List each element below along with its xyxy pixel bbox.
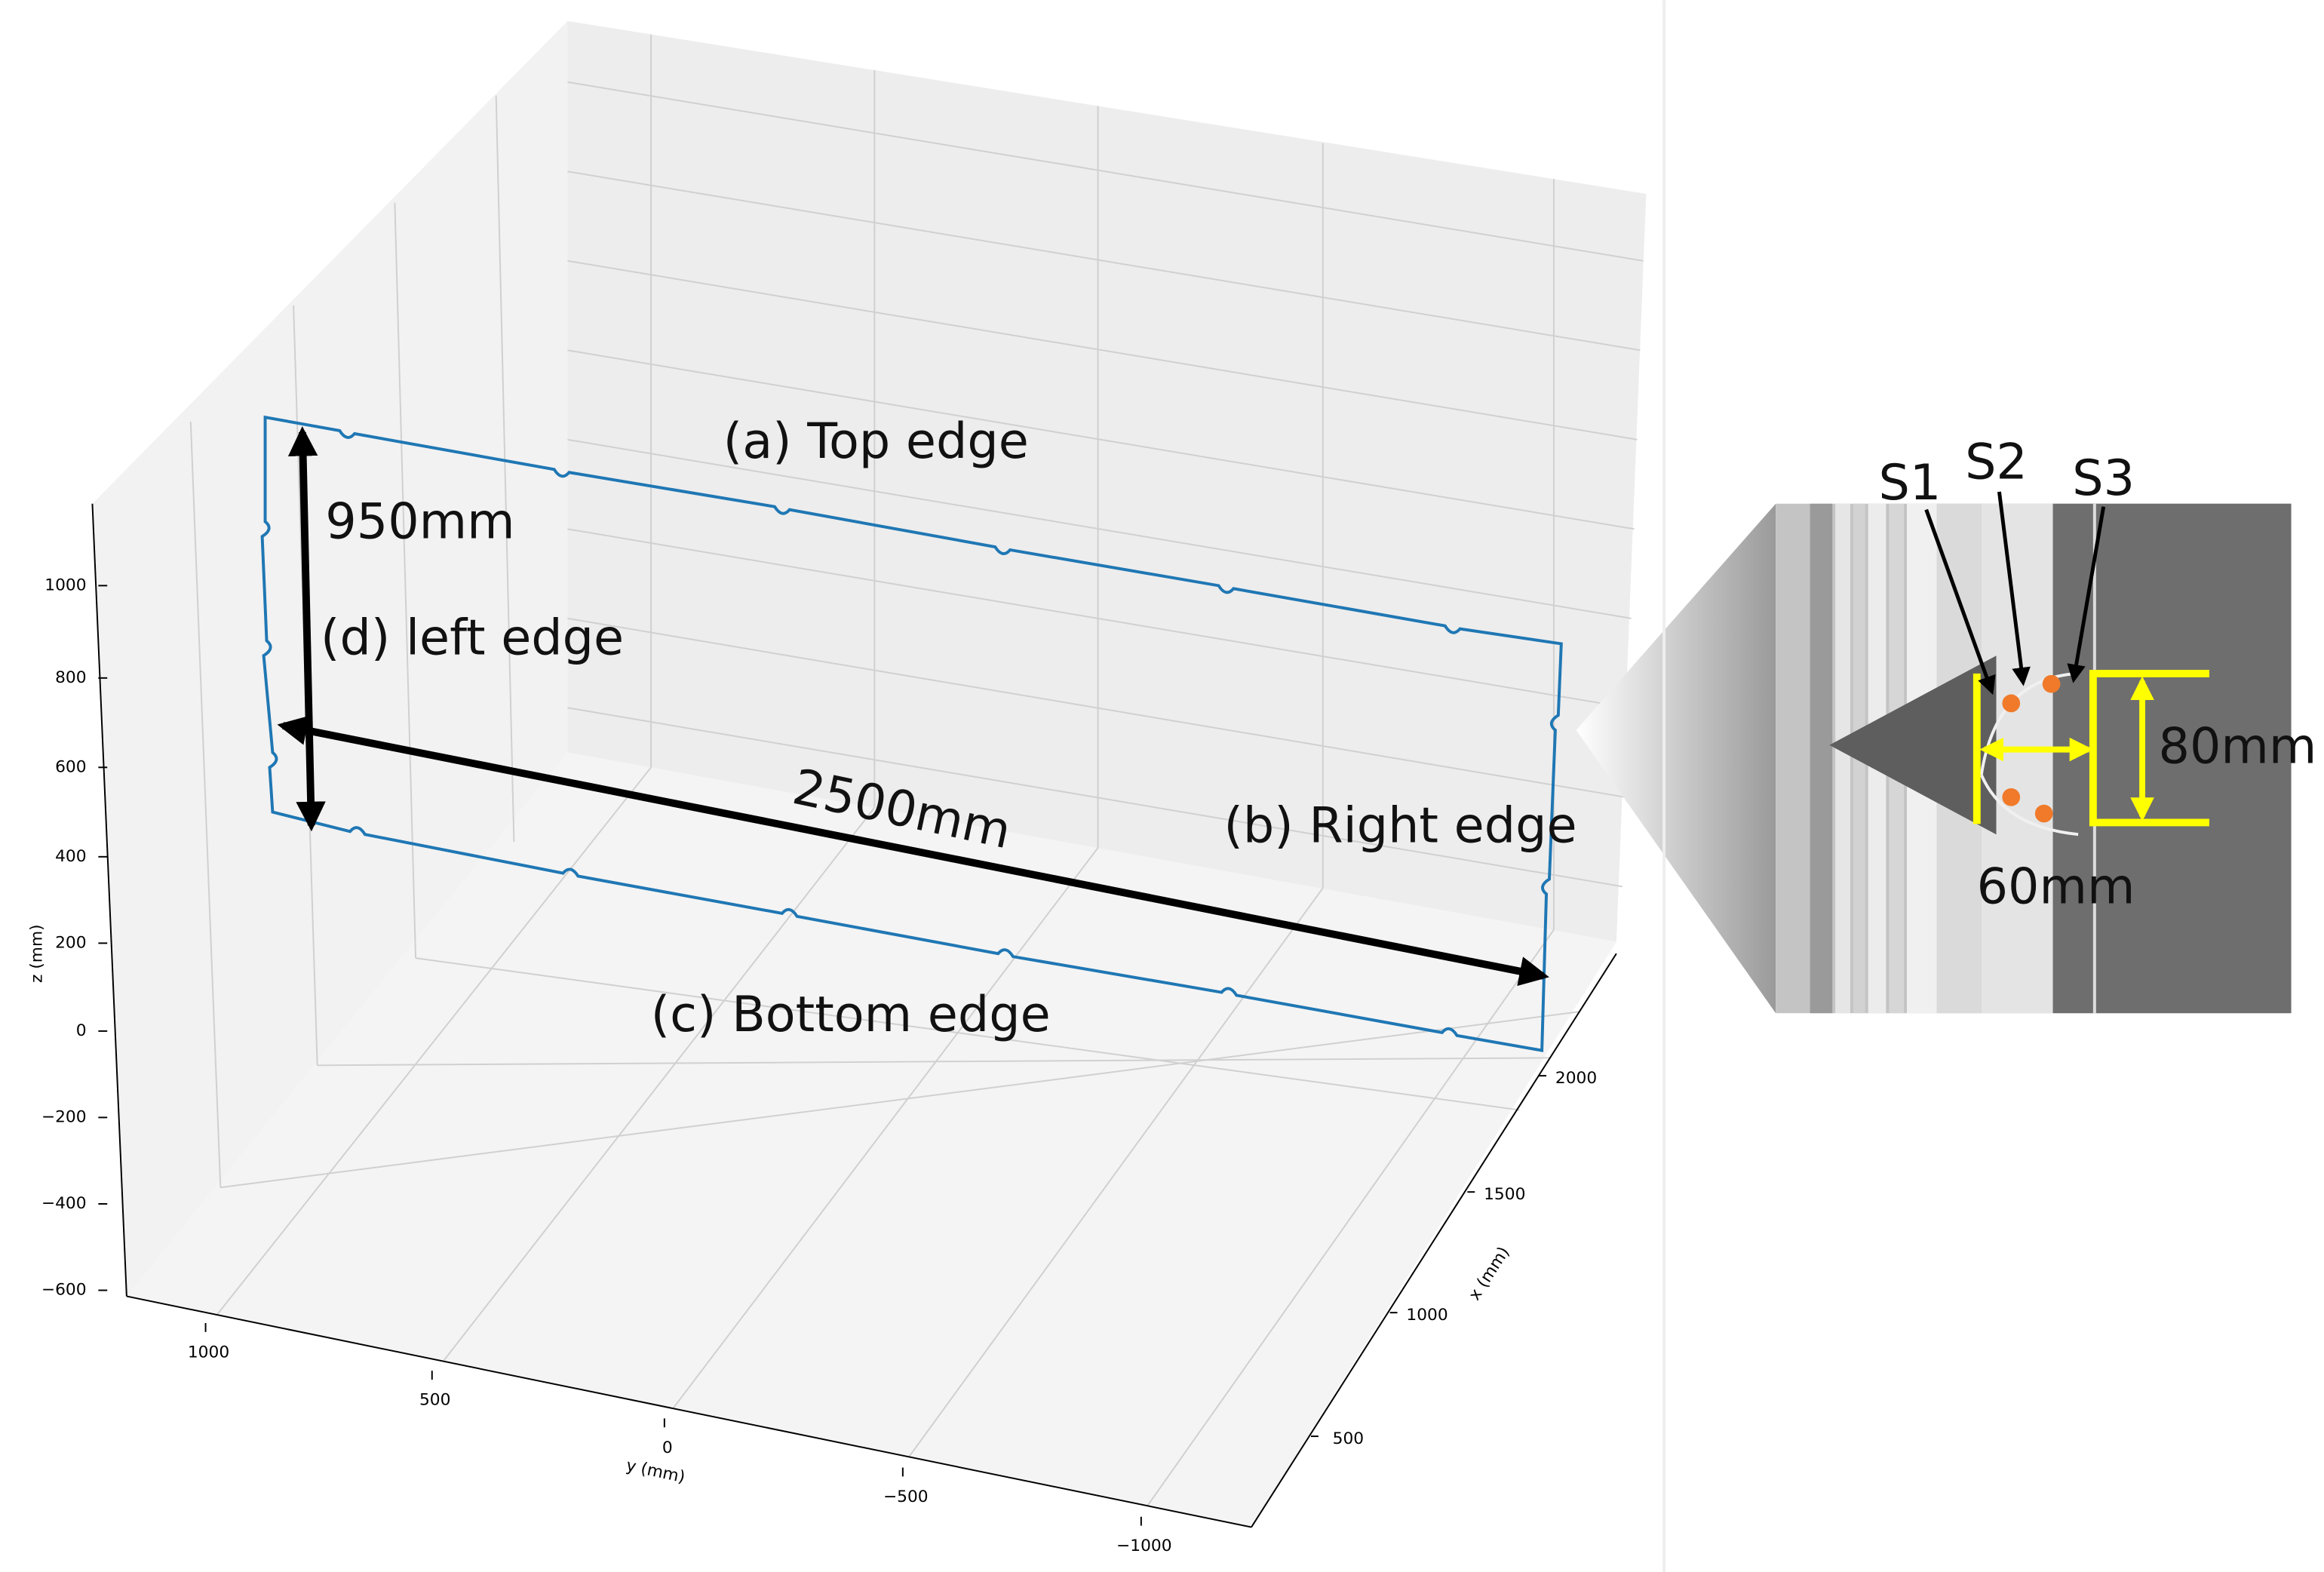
y-axis-label: y (mm) [625, 1457, 687, 1488]
z-tick-label: 600 [55, 757, 86, 776]
x-tick-label: 1500 [1484, 1185, 1525, 1204]
z-tick-label: 200 [55, 933, 86, 952]
z-tick-label: −600 [41, 1281, 87, 1300]
x-tick-label: 2000 [1555, 1069, 1597, 1088]
x-tick-label: 500 [1333, 1429, 1364, 1448]
x-tick-label: 1000 [1406, 1306, 1448, 1325]
sensor-label: S3 [2072, 450, 2135, 507]
inset: S1 S2 S3 80mm 60mm [1776, 434, 2317, 1014]
grid [189, 34, 1644, 1507]
pane-back [567, 20, 1647, 942]
pane-left [92, 20, 568, 1297]
y-tick-label: 500 [419, 1391, 450, 1410]
panel-outline [260, 415, 1563, 1052]
plot-3d: z (mm) y (mm) x (mm) (a) Top edge 950mm … [27, 20, 1647, 1528]
annotation: (d) left edge [321, 610, 624, 667]
z-tick-label: −200 [41, 1107, 87, 1126]
y-tick-label: −1000 [1116, 1537, 1171, 1555]
y-tick-label: 0 [662, 1438, 673, 1457]
annotation: (c) Bottom edge [651, 987, 1051, 1043]
dimension-label: 80mm [2159, 719, 2317, 775]
annotation: (a) Top edge [723, 413, 1029, 470]
sensor-label: S2 [1965, 434, 2028, 490]
x-axis-label: x (mm) [1466, 1244, 1514, 1304]
dimension-label: 60mm [1977, 858, 2135, 915]
zoom-wedge [1576, 503, 1776, 1014]
z-tick-label: 800 [55, 668, 86, 687]
z-tick-label: −400 [41, 1194, 87, 1213]
sensor-label: S1 [1879, 455, 1942, 511]
annotation: (b) Right edge [1223, 797, 1576, 854]
z-tick-label: 1000 [45, 576, 86, 594]
y-tick-label: −500 [883, 1488, 929, 1506]
z-tick-label: 400 [55, 847, 86, 866]
z-tick-label: 0 [76, 1021, 87, 1040]
axis-lines [91, 503, 1617, 1528]
y-tick-label: 1000 [188, 1343, 229, 1362]
annotation: 950mm [325, 493, 514, 550]
length-arrow [277, 715, 1549, 987]
z-axis-label: z (mm) [27, 924, 46, 983]
